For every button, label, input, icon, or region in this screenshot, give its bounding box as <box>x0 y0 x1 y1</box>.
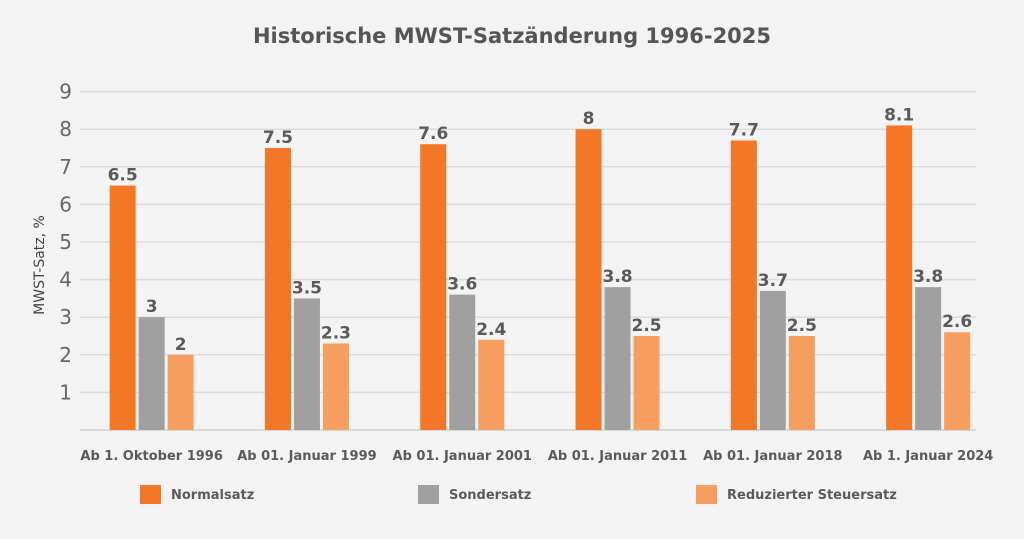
y-tick-label: 6 <box>59 192 72 216</box>
data-label: 3.8 <box>913 267 943 287</box>
bar <box>322 343 349 430</box>
legend-label: Sondersatz <box>449 488 531 503</box>
data-label: 2.4 <box>476 320 506 340</box>
y-axis-label: MWST-Satz, % <box>32 215 48 315</box>
y-tick-label: 3 <box>59 305 72 329</box>
bar <box>915 287 942 430</box>
bar <box>109 185 136 430</box>
data-label: 2.6 <box>942 312 972 332</box>
bar <box>759 290 786 430</box>
data-label: 3.6 <box>447 275 477 295</box>
data-label: 2.5 <box>631 316 661 336</box>
legend-label: Reduzierter Steuersatz <box>727 488 897 503</box>
bar <box>264 148 291 430</box>
y-tick-label: 2 <box>59 343 72 367</box>
data-label: 2.3 <box>321 324 351 344</box>
data-label: 2.5 <box>787 316 817 336</box>
data-label: 7.6 <box>418 124 448 144</box>
bar <box>575 129 602 430</box>
x-tick-label: Ab 01. Januar 2018 <box>703 449 842 464</box>
data-label: 2 <box>175 335 187 355</box>
bar <box>138 317 165 430</box>
bar <box>293 298 320 430</box>
bar <box>478 339 505 430</box>
data-label: 3.8 <box>602 267 632 287</box>
y-tick-label: 1 <box>59 380 72 404</box>
legend-label: Normalsatz <box>171 488 254 503</box>
bar <box>420 144 447 431</box>
legend-swatch <box>418 485 439 504</box>
bar <box>167 354 194 430</box>
x-tick-label: Ab 01. Januar 2011 <box>548 449 687 464</box>
x-tick-label: Ab 01. Januar 2001 <box>393 449 532 464</box>
bar <box>944 332 971 430</box>
legend-swatch <box>140 485 161 504</box>
legend-swatch <box>696 485 717 504</box>
bar <box>788 336 815 430</box>
data-label: 7.5 <box>263 128 293 148</box>
bar <box>886 125 913 430</box>
y-tick-label: 5 <box>59 230 72 254</box>
data-label: 3.7 <box>758 271 788 291</box>
x-tick-label: Ab 01. Januar 1999 <box>237 449 376 464</box>
data-label: 3.5 <box>292 278 322 298</box>
data-label: 8 <box>583 109 595 129</box>
data-label: 7.7 <box>729 120 759 140</box>
y-tick-label: 4 <box>59 268 72 292</box>
bar <box>730 140 757 431</box>
chart-title: Historische MWST-Satzänderung 1996-2025 <box>252 24 772 48</box>
data-label: 6.5 <box>108 166 138 186</box>
x-tick-label: Ab 1. Oktober 1996 <box>80 449 223 464</box>
bar <box>604 287 631 430</box>
y-tick-label: 9 <box>59 80 72 104</box>
x-tick-label: Ab 1. Januar 2024 <box>863 449 993 464</box>
data-label: 3 <box>146 297 158 317</box>
bar <box>633 336 660 430</box>
y-tick-label: 7 <box>59 155 72 179</box>
y-tick-label: 8 <box>59 117 72 141</box>
bar <box>449 294 476 430</box>
data-label: 8.1 <box>884 105 914 125</box>
